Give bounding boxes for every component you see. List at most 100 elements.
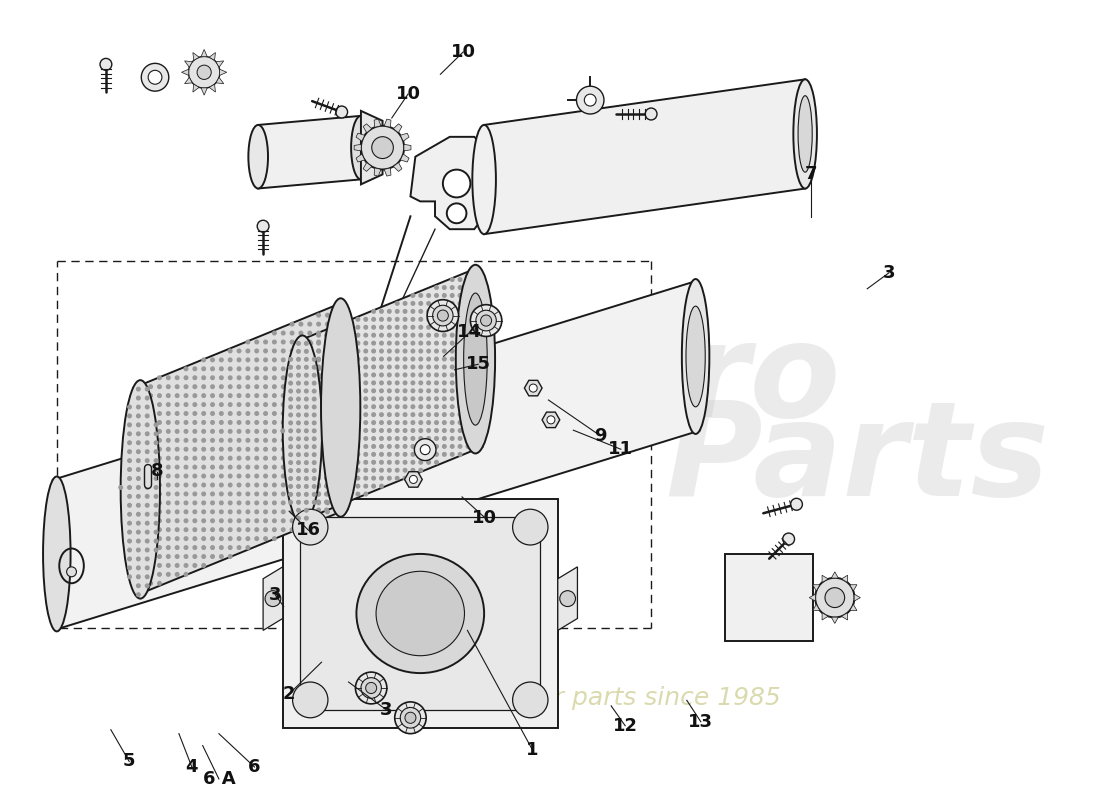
Polygon shape xyxy=(220,69,227,75)
Circle shape xyxy=(646,108,657,120)
Circle shape xyxy=(299,483,303,486)
Circle shape xyxy=(387,429,392,432)
Circle shape xyxy=(154,530,157,534)
Circle shape xyxy=(308,322,311,326)
Polygon shape xyxy=(410,137,484,229)
Circle shape xyxy=(154,522,157,525)
Circle shape xyxy=(128,414,131,418)
Circle shape xyxy=(220,510,223,514)
Polygon shape xyxy=(405,472,422,487)
Circle shape xyxy=(264,501,267,505)
Circle shape xyxy=(309,413,312,417)
Circle shape xyxy=(317,430,320,433)
Circle shape xyxy=(442,405,447,409)
Circle shape xyxy=(459,334,462,337)
Circle shape xyxy=(280,429,285,433)
Circle shape xyxy=(229,528,232,531)
Text: 3: 3 xyxy=(268,586,282,604)
Circle shape xyxy=(466,381,470,385)
Circle shape xyxy=(387,469,392,472)
Circle shape xyxy=(299,331,303,335)
Circle shape xyxy=(334,430,338,433)
Text: 13: 13 xyxy=(689,713,713,730)
Polygon shape xyxy=(400,154,409,162)
Circle shape xyxy=(305,509,308,512)
Circle shape xyxy=(442,334,447,337)
Circle shape xyxy=(305,437,308,441)
Circle shape xyxy=(411,405,415,409)
Circle shape xyxy=(128,530,131,534)
Polygon shape xyxy=(558,567,578,630)
Circle shape xyxy=(220,457,223,460)
Circle shape xyxy=(299,430,303,433)
Circle shape xyxy=(324,508,328,512)
Circle shape xyxy=(255,438,258,442)
Circle shape xyxy=(361,126,404,170)
Circle shape xyxy=(332,469,337,472)
Circle shape xyxy=(434,373,438,377)
Circle shape xyxy=(404,397,407,401)
Circle shape xyxy=(175,483,179,486)
Circle shape xyxy=(299,358,303,362)
Circle shape xyxy=(264,412,267,415)
Ellipse shape xyxy=(793,79,817,189)
Circle shape xyxy=(202,564,206,567)
Circle shape xyxy=(255,519,258,522)
Circle shape xyxy=(355,672,387,704)
Circle shape xyxy=(229,519,232,522)
Circle shape xyxy=(148,474,153,478)
Circle shape xyxy=(299,322,303,326)
Circle shape xyxy=(194,492,197,496)
Circle shape xyxy=(140,492,144,496)
Circle shape xyxy=(194,412,197,415)
Circle shape xyxy=(783,533,794,545)
Circle shape xyxy=(317,477,320,480)
Circle shape xyxy=(411,421,415,424)
Circle shape xyxy=(305,469,308,472)
Circle shape xyxy=(309,508,312,512)
Circle shape xyxy=(317,334,320,337)
Circle shape xyxy=(326,385,329,389)
Circle shape xyxy=(387,453,392,456)
Circle shape xyxy=(308,438,311,442)
Circle shape xyxy=(372,405,375,409)
Circle shape xyxy=(184,412,188,415)
Polygon shape xyxy=(263,567,283,630)
Circle shape xyxy=(290,510,294,514)
Circle shape xyxy=(411,461,415,464)
Circle shape xyxy=(175,430,179,433)
Circle shape xyxy=(474,373,477,377)
Polygon shape xyxy=(832,572,838,578)
Circle shape xyxy=(324,358,328,361)
Circle shape xyxy=(349,334,352,337)
Circle shape xyxy=(238,385,241,389)
Circle shape xyxy=(184,474,188,478)
Circle shape xyxy=(140,402,144,406)
Circle shape xyxy=(220,412,223,415)
Circle shape xyxy=(301,389,305,393)
Circle shape xyxy=(157,438,162,442)
Circle shape xyxy=(372,453,375,456)
Circle shape xyxy=(157,537,162,541)
Circle shape xyxy=(175,501,179,505)
Circle shape xyxy=(308,412,311,415)
Circle shape xyxy=(136,530,140,534)
Circle shape xyxy=(312,390,316,393)
Circle shape xyxy=(419,445,422,448)
Circle shape xyxy=(411,302,415,306)
Circle shape xyxy=(290,519,294,522)
Circle shape xyxy=(334,447,338,451)
Circle shape xyxy=(273,447,276,451)
Circle shape xyxy=(312,358,316,361)
Circle shape xyxy=(157,483,162,486)
Circle shape xyxy=(220,421,223,424)
Circle shape xyxy=(356,342,360,345)
Circle shape xyxy=(238,394,241,398)
Circle shape xyxy=(309,445,312,448)
Circle shape xyxy=(312,469,316,472)
Circle shape xyxy=(427,302,430,306)
Circle shape xyxy=(140,394,144,398)
Circle shape xyxy=(340,421,344,424)
Circle shape xyxy=(349,358,352,361)
Circle shape xyxy=(238,421,241,424)
